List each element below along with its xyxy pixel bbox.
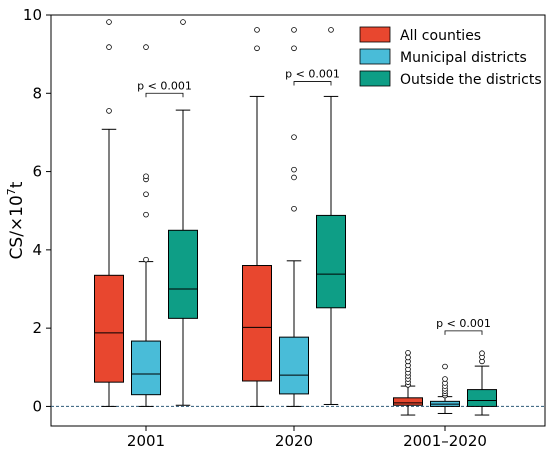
legend-swatch xyxy=(359,70,391,87)
legend-label: All counties xyxy=(400,28,481,44)
outlier-point xyxy=(291,134,297,140)
outlier-point xyxy=(254,45,260,52)
outlier-point xyxy=(405,354,411,361)
x-tick-label: 2001 xyxy=(127,432,165,450)
box-3-3 xyxy=(467,389,497,407)
outlier-point xyxy=(180,19,186,25)
outlier-point xyxy=(291,45,297,52)
plot-area: 0 2 4 6 8 10 2001 2020 2001–2020 p < 0.001 p < 0.0… xyxy=(23,6,546,450)
outlier-point xyxy=(291,27,297,33)
y-tick-label: 0 xyxy=(32,397,42,415)
outlier-point xyxy=(405,350,411,356)
legend-label: Outside the districts xyxy=(400,72,542,88)
outlier-point xyxy=(143,256,149,263)
significance-label: p < 0.001 xyxy=(436,317,491,330)
outlier-point xyxy=(106,19,112,25)
x-tick-label: 2001–2020 xyxy=(403,432,487,450)
y-axis-label: CS/×107t xyxy=(5,181,27,259)
outlier-point xyxy=(143,211,149,218)
outlier-point xyxy=(143,173,149,180)
outlier-point xyxy=(442,363,448,370)
outlier-point xyxy=(291,174,297,181)
outlier-point xyxy=(143,191,149,198)
y-tick-label: 10 xyxy=(23,6,42,24)
significance-label: p < 0.001 xyxy=(137,79,192,92)
x-tick-label: 2020 xyxy=(275,432,313,450)
outlier-point xyxy=(442,376,448,382)
box-1-1 xyxy=(94,274,124,383)
legend-swatch xyxy=(359,48,391,65)
plot-frame xyxy=(50,14,546,427)
box-2-2 xyxy=(279,336,309,395)
box-2-1 xyxy=(131,340,161,396)
significance-bracket xyxy=(444,330,483,335)
outlier-point xyxy=(106,108,112,114)
legend-swatch xyxy=(359,26,391,43)
y-tick-label: 8 xyxy=(32,84,42,102)
outlier-point xyxy=(143,44,149,50)
outlier-point xyxy=(106,44,112,50)
outlier-point xyxy=(254,27,260,33)
significance-label: p < 0.001 xyxy=(285,68,340,81)
box-1-2 xyxy=(242,265,272,382)
y-tick-label: 2 xyxy=(32,319,42,337)
legend-label: Municipal districts xyxy=(400,50,527,66)
outlier-point xyxy=(479,350,485,356)
significance-bracket xyxy=(293,81,332,86)
box-1-3 xyxy=(393,397,423,406)
outlier-point xyxy=(328,27,334,33)
box-3-1 xyxy=(168,229,198,319)
y-tick-label: 6 xyxy=(32,163,42,181)
y-tick-label: 4 xyxy=(32,241,42,259)
legend: All counties Municipal districts Outside t… xyxy=(359,26,542,88)
outlier-point xyxy=(291,205,297,212)
outlier-point xyxy=(291,166,297,173)
box-3-2 xyxy=(316,214,346,309)
significance-bracket xyxy=(145,92,184,98)
y-axis-title: CS/×107t xyxy=(5,181,27,259)
